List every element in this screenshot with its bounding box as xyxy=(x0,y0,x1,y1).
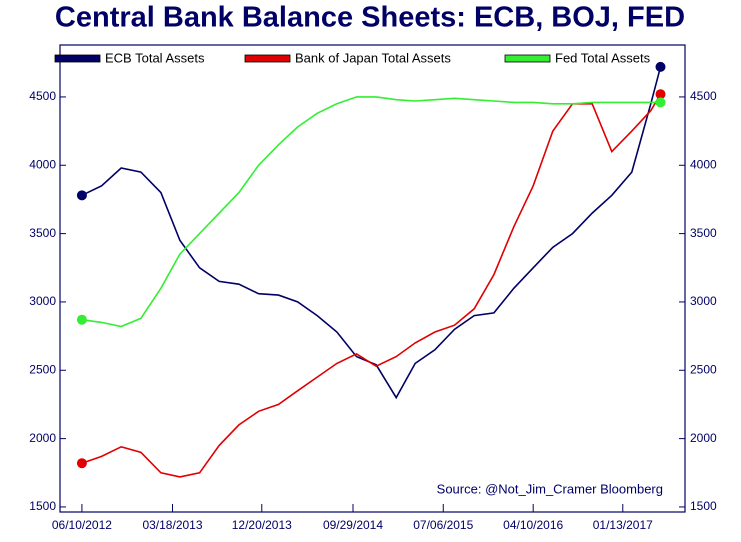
x-tick-label: 04/10/2016 xyxy=(503,518,563,532)
legend-label: ECB Total Assets xyxy=(105,50,205,65)
y2-tick-label: 1500 xyxy=(690,499,717,513)
y2-tick-label: 3000 xyxy=(690,294,717,308)
y-tick-label: 2500 xyxy=(29,362,56,376)
end-dot xyxy=(655,61,666,72)
legend-swatch xyxy=(504,54,551,63)
x-tick-label: 06/10/2012 xyxy=(52,518,112,532)
y2-tick-label: 2500 xyxy=(690,362,717,376)
x-tick-label: 07/06/2015 xyxy=(413,518,473,532)
x-tick-label: 01/13/2017 xyxy=(593,518,653,532)
plot-frame xyxy=(59,44,686,513)
end-dot xyxy=(655,97,666,108)
series-line xyxy=(81,93,662,478)
y2-tick-label: 4000 xyxy=(690,157,717,171)
end-dot xyxy=(76,190,87,201)
x-tick-label: 12/20/2013 xyxy=(232,518,292,532)
series-line xyxy=(81,66,662,400)
y-tick-label: 4000 xyxy=(29,157,56,171)
y-tick-label: 4500 xyxy=(29,89,56,103)
legend-label: Bank of Japan Total Assets xyxy=(295,50,451,65)
y-tick-label: 3500 xyxy=(29,226,56,240)
y-tick-label: 1500 xyxy=(29,499,56,513)
source-note: Source: @Not_Jim_Cramer Bloomberg xyxy=(437,481,663,496)
legend-swatch xyxy=(244,54,291,63)
y-tick-label: 2000 xyxy=(29,431,56,445)
end-dot xyxy=(76,314,87,325)
series-line xyxy=(81,96,661,328)
legend-label: Fed Total Assets xyxy=(555,50,651,65)
x-tick-label: 03/18/2013 xyxy=(142,518,202,532)
y2-tick-label: 2000 xyxy=(690,431,717,445)
x-tick-label: 09/29/2014 xyxy=(323,518,383,532)
chart-title: Central Bank Balance Sheets: ECB, BOJ, F… xyxy=(55,2,685,34)
end-dot xyxy=(655,89,666,100)
end-dot xyxy=(76,458,87,469)
y-tick-label: 3000 xyxy=(29,294,56,308)
y2-tick-label: 4500 xyxy=(690,89,717,103)
y2-tick-label: 3500 xyxy=(690,226,717,240)
legend-swatch xyxy=(54,54,101,63)
